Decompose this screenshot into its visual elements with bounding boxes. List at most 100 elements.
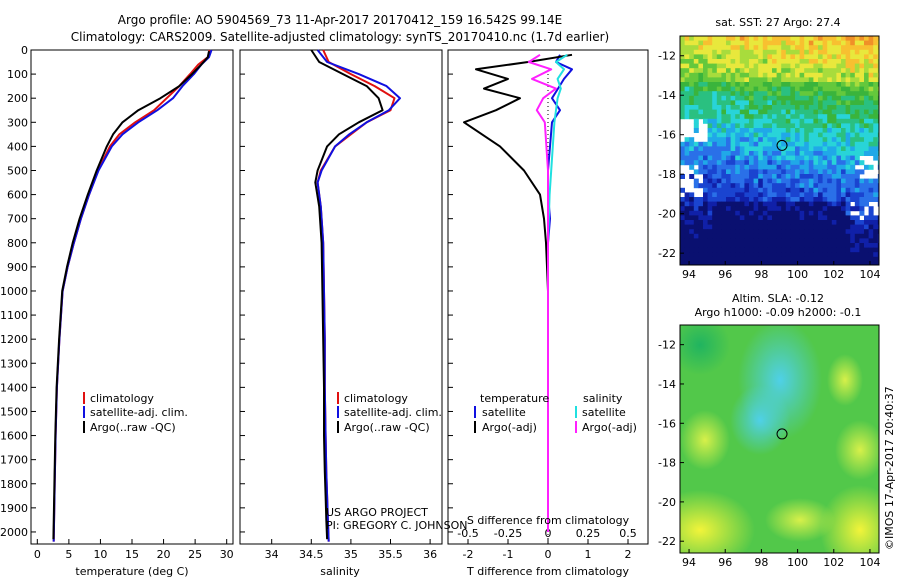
depth-tick-label: 100 bbox=[7, 68, 28, 81]
x-tick-label: 5 bbox=[65, 548, 72, 561]
x-tick-label: 15 bbox=[125, 548, 139, 561]
depth-tick-label: 1100 bbox=[0, 309, 28, 322]
depth-tick-label: 1600 bbox=[0, 430, 28, 443]
lat-tick-label: -22 bbox=[658, 247, 676, 260]
lat-tick-label: -22 bbox=[658, 535, 676, 548]
depth-tick-label: 1200 bbox=[0, 333, 28, 346]
s-difference-xlabel: S difference from climatology bbox=[467, 514, 630, 527]
legend-label: Argo(-adj) bbox=[582, 421, 637, 434]
x-tick-label: 34.5 bbox=[299, 548, 324, 561]
t-difference-xlabel: T difference from climatology bbox=[466, 565, 629, 578]
x-tick-label: 1 bbox=[585, 548, 592, 561]
lon-tick-label: 104 bbox=[859, 556, 880, 569]
depth-tick-label: 700 bbox=[7, 213, 28, 226]
sst-map-frame bbox=[679, 35, 880, 266]
lat-tick-label: -14 bbox=[658, 89, 676, 102]
lon-tick-label: 104 bbox=[859, 268, 880, 281]
lat-tick-label: -20 bbox=[658, 496, 676, 509]
x-tick-label: 34 bbox=[265, 548, 279, 561]
depth-tick-label: 900 bbox=[7, 261, 28, 274]
legend-head-temperature: temperature bbox=[480, 392, 549, 405]
x-tick-label: 25 bbox=[188, 548, 202, 561]
legend-label: climatology bbox=[90, 392, 154, 405]
lat-tick-label: -18 bbox=[658, 168, 676, 181]
x-tick-label: 0 bbox=[545, 548, 552, 561]
depth-tick-label: 1300 bbox=[0, 357, 28, 370]
x-tick-label: 30 bbox=[220, 548, 234, 561]
salinity-chart: 34 34.5 35 35.5 36 bbox=[265, 49, 437, 561]
x2-tick-label: 0.5 bbox=[619, 527, 637, 540]
x-tick-label: 35.5 bbox=[378, 548, 403, 561]
lat-tick-label: -18 bbox=[658, 457, 676, 470]
x2-tick-label: -0.5 bbox=[457, 527, 478, 540]
figure-title: Argo profile: AO 5904569_73 11-Apr-2017 … bbox=[118, 13, 562, 27]
sla-map-subtitle: Argo h1000: -0.09 h2000: -0.1 bbox=[695, 306, 862, 319]
series-line-s-argo-adj- bbox=[527, 53, 557, 532]
x-tick-label: 2 bbox=[625, 548, 632, 561]
depth-tick-label: 1800 bbox=[0, 478, 28, 491]
x-tick-label: 0 bbox=[34, 548, 41, 561]
depth-tick-label: 1700 bbox=[0, 454, 28, 467]
depth-axis: 0 100 200 300 400 500 600 700 800 900 1000 1100 1200… bbox=[0, 44, 453, 539]
x-tick-label: -1 bbox=[503, 548, 514, 561]
argo-location-marker bbox=[776, 428, 788, 440]
legend-label: Argo(-adj) bbox=[482, 421, 537, 434]
depth-tick-label: 500 bbox=[7, 164, 28, 177]
lon-tick-label: 94 bbox=[682, 556, 696, 569]
sla-map bbox=[680, 325, 879, 553]
difference-chart: -2 -1 0 1 2 -0.5 -0.25 0 0.25 0.5 bbox=[457, 53, 637, 561]
series-line-argo-raw-qc- bbox=[310, 49, 384, 540]
series-line-climatology bbox=[52, 49, 211, 542]
series-line-t-satellite bbox=[547, 54, 573, 532]
salinity-panel bbox=[239, 49, 443, 545]
lon-tick-label: 96 bbox=[718, 268, 732, 281]
depth-tick-label: 1900 bbox=[0, 502, 28, 515]
project-credit: US ARGO PROJECT bbox=[326, 506, 428, 519]
sla-map-axes: 94 96 98 100 102 104 -12 -14 -16 -18 -20 -22 bbox=[658, 339, 880, 569]
legend-label: Argo(..raw -QC) bbox=[90, 421, 176, 434]
lon-tick-label: 100 bbox=[787, 268, 808, 281]
temperature-xlabel: temperature (deg C) bbox=[75, 565, 188, 578]
sst-map bbox=[680, 36, 879, 265]
temperature-chart: 0 5 10 15 20 25 30 bbox=[34, 49, 234, 561]
salinity-legend: climatology satellite-adj. clim. Argo(..… bbox=[337, 392, 442, 434]
lon-tick-label: 98 bbox=[754, 268, 768, 281]
sla-map-frame bbox=[679, 324, 880, 554]
depth-tick-label: 200 bbox=[7, 92, 28, 105]
x-tick-label: 10 bbox=[93, 548, 107, 561]
figure-subtitle: Climatology: CARS2009. Satellite-adjuste… bbox=[71, 30, 609, 44]
x2-tick-label: 0 bbox=[545, 527, 552, 540]
legend-label: satellite bbox=[482, 406, 526, 419]
depth-tick-label: 1500 bbox=[0, 405, 28, 418]
sst-map-title: sat. SST: 27 Argo: 27.4 bbox=[715, 16, 840, 29]
depth-tick-label: 400 bbox=[7, 140, 28, 153]
sla-map-title: Altim. SLA: -0.12 bbox=[732, 292, 824, 305]
x2-tick-label: -0.25 bbox=[494, 527, 522, 540]
x-tick-label: -2 bbox=[463, 548, 474, 561]
depth-tick-label: 600 bbox=[7, 189, 28, 202]
depth-tick-label: 300 bbox=[7, 116, 28, 129]
depth-tick-label: 1400 bbox=[0, 381, 28, 394]
sst-map-axes: 94 96 98 100 102 104 -12 -14 -16 -18 -20 -22 bbox=[658, 50, 880, 281]
lat-tick-label: -14 bbox=[658, 378, 676, 391]
lat-tick-label: -20 bbox=[658, 208, 676, 221]
lat-tick-label: -12 bbox=[658, 50, 676, 63]
difference-legend: temperature satellite Argo(-adj) salinit… bbox=[474, 392, 637, 434]
depth-tick-label: 800 bbox=[7, 237, 28, 250]
lat-tick-label: -12 bbox=[658, 339, 676, 352]
pi-credit: PI: GREGORY C. JOHNSON bbox=[326, 519, 467, 532]
depth-tick-label: 2000 bbox=[0, 526, 28, 539]
x-tick-label: 20 bbox=[157, 548, 171, 561]
lon-tick-label: 96 bbox=[718, 556, 732, 569]
lon-tick-label: 102 bbox=[823, 268, 844, 281]
lon-tick-label: 100 bbox=[787, 556, 808, 569]
lon-tick-label: 102 bbox=[823, 556, 844, 569]
legend-head-salinity: salinity bbox=[583, 392, 623, 405]
series-line-argo-raw-qc- bbox=[52, 51, 210, 540]
depth-tick-label: 0 bbox=[21, 44, 28, 57]
legend-label: satellite bbox=[582, 406, 626, 419]
lon-tick-label: 98 bbox=[754, 556, 768, 569]
salinity-xlabel: salinity bbox=[320, 565, 360, 578]
lat-tick-label: -16 bbox=[658, 129, 676, 142]
